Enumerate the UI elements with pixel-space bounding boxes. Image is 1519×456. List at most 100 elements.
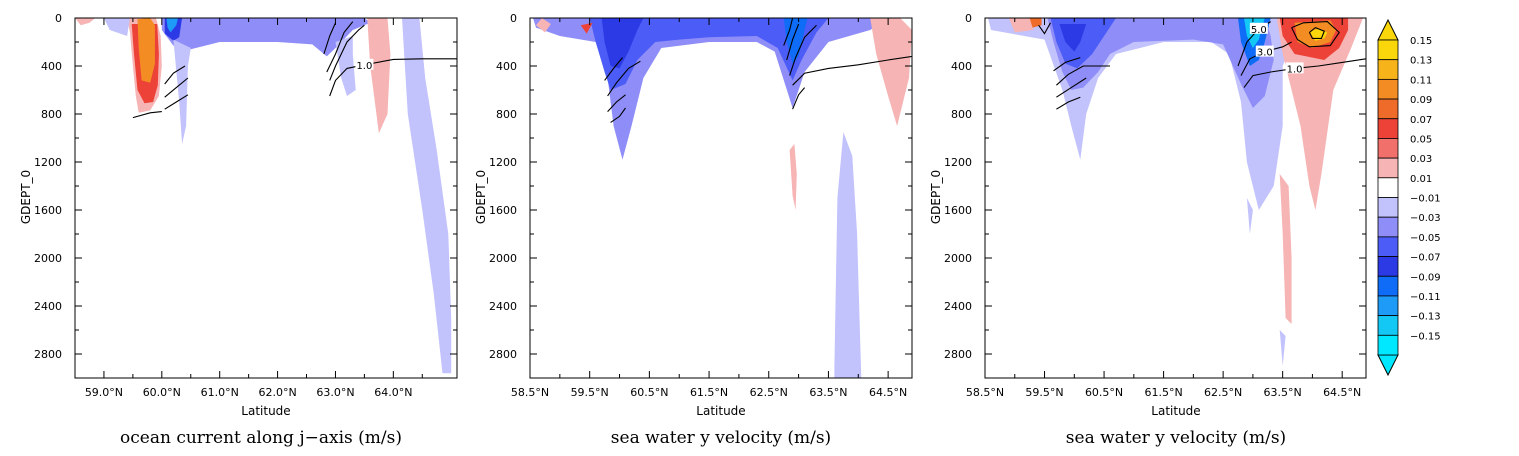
y-tick-label: 1600: [34, 204, 62, 217]
panel-2-ylabel: GDEPT_0: [474, 170, 488, 224]
y-tick-label: 1600: [489, 204, 517, 217]
y-tick-label: 1200: [944, 156, 972, 169]
y-tick-label: 800: [41, 108, 62, 121]
velocity-region: [137, 18, 155, 83]
colorbar-label: 0.03: [1410, 154, 1432, 165]
velocity-region: [870, 18, 912, 126]
velocity-region: [173, 39, 191, 144]
y-tick-label: 400: [951, 60, 972, 73]
colorbar-label: −0.01: [1410, 194, 1441, 205]
x-tick-label: 59.0°N: [85, 386, 123, 399]
contour-line: [164, 94, 189, 110]
contour-label-bg: [1249, 22, 1268, 34]
x-tick-label: 60.5°N: [630, 386, 668, 399]
y-tick-label: 0: [510, 12, 517, 25]
velocity-region: [1309, 28, 1328, 41]
y-tick-label: 400: [41, 60, 62, 73]
colorbar-swatch: [1377, 98, 1399, 120]
contour-line: [1308, 26, 1326, 39]
x-tick-label: 61.5°N: [690, 386, 728, 399]
colorbar-label: −0.09: [1410, 272, 1441, 283]
colorbar: 0.15 0.13 0.11 0.09 0.07 0.05 0.03 0.01 −0.01 −0.…: [1377, 18, 1441, 377]
contour-line: [607, 60, 641, 97]
y-tick-label: 1200: [489, 156, 517, 169]
contour-line: [792, 87, 806, 110]
velocity-region: [789, 144, 797, 210]
colorbar-label: 0.15: [1410, 36, 1432, 47]
contour-line: [164, 77, 189, 98]
y-tick-label: 2800: [34, 348, 62, 361]
colorbar-swatch: [1377, 216, 1399, 238]
contour-line: [1056, 77, 1087, 98]
panel-1-xlabel: Latitude: [241, 404, 290, 418]
contour-line: [329, 24, 365, 81]
colorbar-swatch: [1377, 236, 1399, 257]
contour-line: [783, 18, 794, 46]
contour-line: [326, 21, 354, 73]
panel-3-field: 1.0 3.0 5.0: [988, 18, 1366, 366]
velocity-region: [1279, 330, 1286, 366]
contour-label-bg: [355, 58, 374, 70]
velocity-region: [834, 132, 862, 378]
colorbar-label: 0.07: [1410, 115, 1432, 126]
colorbar-label: −0.15: [1410, 331, 1441, 342]
velocity-region: [103, 18, 130, 36]
colorbar-label: 0.11: [1410, 75, 1432, 86]
contour-label: 1.0: [356, 61, 372, 72]
panel-2: 0 400 800 1200 1600 2000 2400 2800 58.5°N 59.5°N 6…: [489, 12, 913, 399]
y-tick-label: 0: [55, 12, 62, 25]
velocity-region: [75, 18, 96, 26]
x-tick-label: 64.5°N: [1323, 386, 1361, 399]
contour-line: [610, 107, 626, 123]
colorbar-swatch: [1377, 39, 1399, 61]
colorbar-label: −0.07: [1410, 253, 1441, 264]
colorbar-label: 0.05: [1410, 134, 1432, 145]
contour-line: [1056, 96, 1081, 110]
colorbar-swatch: [1377, 177, 1399, 198]
y-tick-label: 2000: [489, 252, 517, 265]
colorbar-label: 0.13: [1410, 56, 1432, 67]
colorbar-label: −0.11: [1410, 292, 1441, 303]
velocity-region: [1279, 174, 1292, 324]
contour-line: [1053, 57, 1081, 72]
panel-2-xlabel: Latitude: [696, 404, 745, 418]
colorbar-swatch: [1377, 275, 1399, 297]
panel-1: 1.0 0 400 800 1200 1600 2000 2400 2800 59.0°N 60.0…: [34, 12, 458, 399]
x-tick-label: 59.5°N: [1025, 386, 1063, 399]
velocity-region: [1047, 18, 1274, 108]
x-tick-label: 62.5°N: [750, 386, 788, 399]
colorbar-swatch: [1377, 59, 1399, 80]
panel-3-title: sea water y velocity (m/s): [1066, 428, 1286, 448]
panel-3-ylabel: GDEPT_0: [929, 170, 943, 224]
x-tick-label: 61.5°N: [1144, 386, 1182, 399]
contour-label: 3.0: [1257, 48, 1273, 59]
panel-3-xlabel: Latitude: [1151, 404, 1200, 418]
colorbar-swatch: [1377, 197, 1399, 218]
panel-2-field: [533, 18, 912, 378]
contour-label: 5.0: [1251, 25, 1267, 36]
colorbar-label: −0.05: [1410, 233, 1441, 244]
y-tick-label: 2800: [489, 348, 517, 361]
contour-line: [789, 24, 817, 76]
panel-2-title: sea water y velocity (m/s): [611, 428, 831, 448]
x-tick-label: 64.0°N: [374, 386, 412, 399]
x-tick-label: 61.0°N: [201, 386, 239, 399]
x-tick-label: 63.5°N: [809, 386, 847, 399]
panel-frame: [984, 17, 1367, 379]
velocity-region: [533, 18, 889, 160]
y-tick-label: 400: [496, 60, 517, 73]
y-tick-label: 1200: [34, 156, 62, 169]
colorbar-label: 0.01: [1410, 174, 1432, 185]
contour-label: 1.0: [1287, 64, 1303, 75]
x-tick-label: 62.5°N: [1204, 386, 1242, 399]
colorbar-swatch: [1377, 78, 1399, 100]
contour-label-bg: [1255, 45, 1274, 57]
colorbar-label: −0.13: [1410, 312, 1441, 323]
colorbar-label: −0.03: [1410, 213, 1441, 224]
colorbar-top-arrow: [1377, 18, 1399, 41]
contour-line: [323, 22, 337, 55]
panel-1-ylabel: GDEPT_0: [19, 170, 33, 224]
y-tick-label: 800: [496, 108, 517, 121]
panel-1-field: 1.0: [75, 18, 457, 374]
